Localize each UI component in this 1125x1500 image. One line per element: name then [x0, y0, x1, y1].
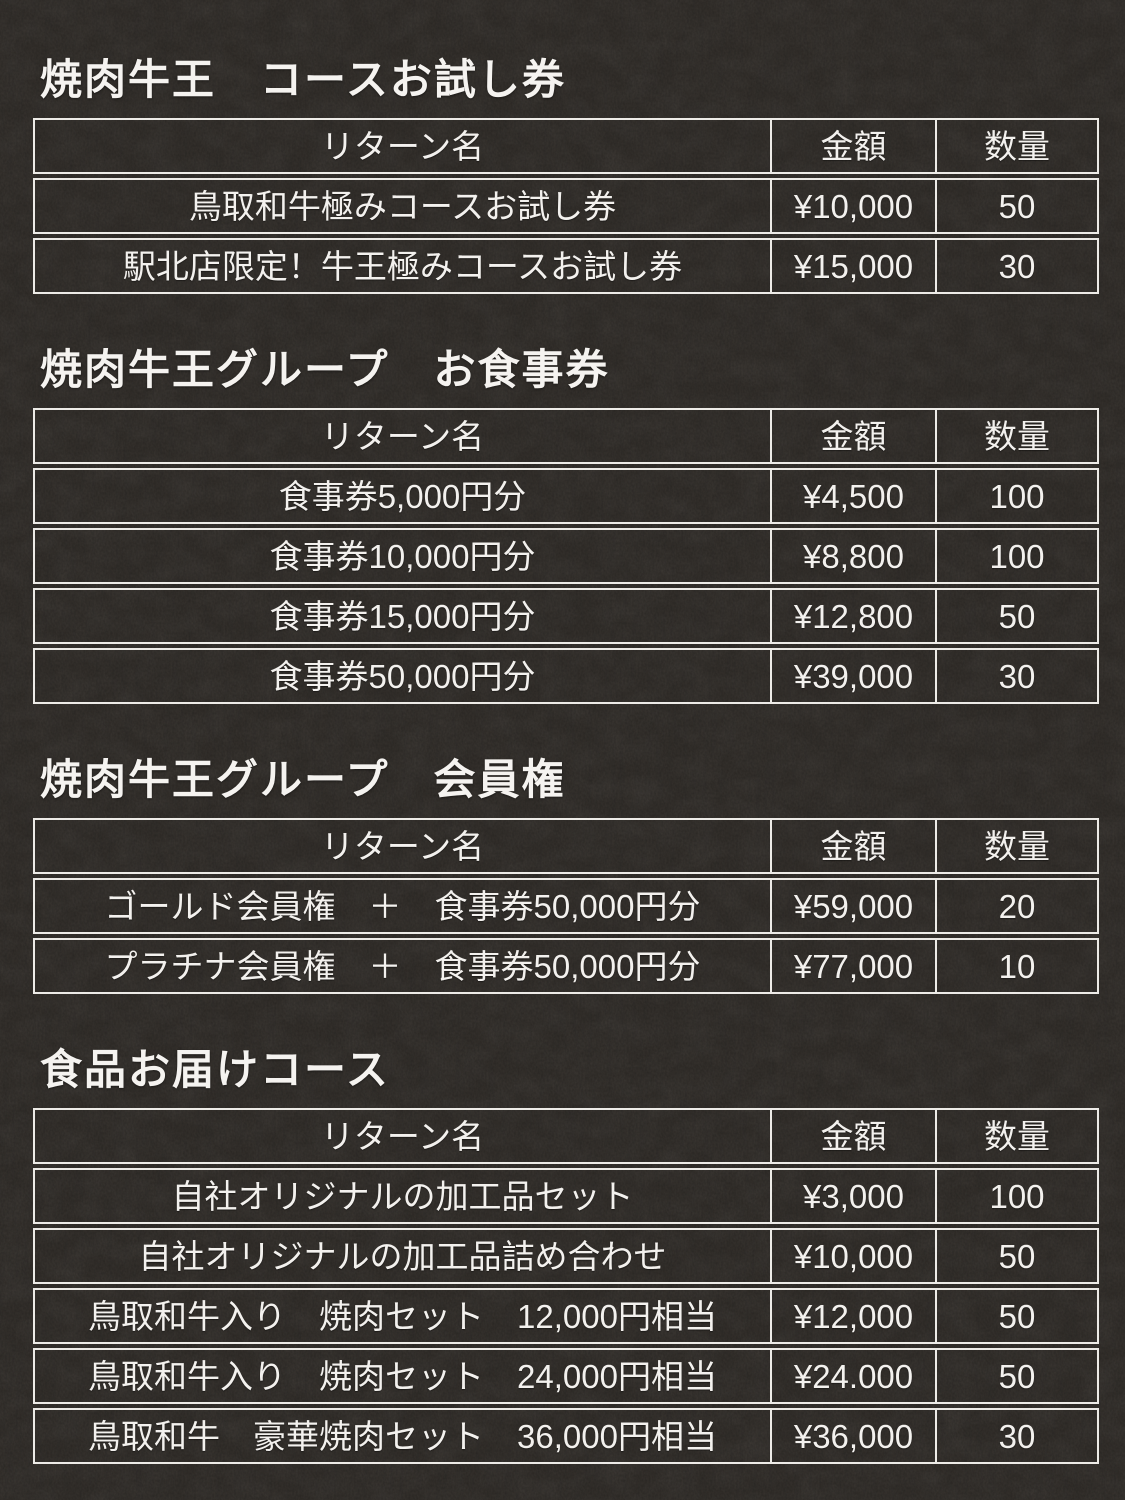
table-header-row: リターン名 金額 数量	[33, 408, 1099, 464]
price-cell: ¥12,000	[770, 1290, 935, 1342]
col-header-return-name: リターン名	[320, 417, 485, 455]
table-row: 鳥取和牛 豪華焼肉セット 36,000円相当 ¥36,000 30	[33, 1408, 1099, 1464]
col-header-quantity: 数量	[935, 1110, 1097, 1162]
quantity-cell: 100	[935, 470, 1097, 522]
table-row: 食事券10,000円分 ¥8,800 100	[33, 528, 1099, 584]
quantity-cell: 30	[935, 240, 1097, 292]
section-memberships: 焼肉牛王グループ 会員権 リターン名 金額 数量 ゴールド会員権 ＋ 食事券50…	[33, 756, 1099, 994]
table-row: 食事券5,000円分 ¥4,500 100	[33, 468, 1099, 524]
table-header-row: リターン名 金額 数量	[33, 818, 1099, 874]
return-name-cell: 自社オリジナルの加工品詰め合わせ	[138, 1237, 667, 1275]
quantity-cell: 50	[935, 1230, 1097, 1282]
table-row: 食事券15,000円分 ¥12,800 50	[33, 588, 1099, 644]
table-row: プラチナ会員権 ＋ 食事券50,000円分 ¥77,000 10	[33, 938, 1099, 994]
returns-table: リターン名 金額 数量 ゴールド会員権 ＋ 食事券50,000円分 ¥59,00…	[33, 818, 1099, 994]
section-title: 食品お届けコース	[40, 1046, 390, 1093]
return-name-cell: 食事券50,000円分	[269, 657, 536, 695]
price-cell: ¥10,000	[770, 180, 935, 232]
section-meal-vouchers: 焼肉牛王グループ お食事券 リターン名 金額 数量 食事券5,000円分 ¥4,…	[33, 346, 1099, 704]
return-name-cell: プラチナ会員権 ＋ 食事券50,000円分	[104, 947, 701, 985]
quantity-cell: 100	[935, 530, 1097, 582]
quantity-cell: 100	[935, 1170, 1097, 1222]
return-name-cell: 鳥取和牛入り 焼肉セット 12,000円相当	[88, 1297, 717, 1335]
quantity-cell: 20	[935, 880, 1097, 932]
col-header-price: 金額	[770, 410, 935, 462]
col-header-price: 金額	[770, 120, 935, 172]
price-cell: ¥3,000	[770, 1170, 935, 1222]
col-header-quantity: 数量	[935, 120, 1097, 172]
table-row: 自社オリジナルの加工品セット ¥3,000 100	[33, 1168, 1099, 1224]
quantity-cell: 10	[935, 940, 1097, 992]
return-name-cell: 食事券10,000円分	[269, 537, 536, 575]
returns-table: リターン名 金額 数量 鳥取和牛極みコースお試し券 ¥10,000 50 駅北店…	[33, 118, 1099, 294]
quantity-cell: 50	[935, 1290, 1097, 1342]
col-header-quantity: 数量	[935, 820, 1097, 872]
col-header-quantity: 数量	[935, 410, 1097, 462]
table-row: ゴールド会員権 ＋ 食事券50,000円分 ¥59,000 20	[33, 878, 1099, 934]
return-name-cell: 鳥取和牛入り 焼肉セット 24,000円相当	[88, 1357, 717, 1395]
quantity-cell: 50	[935, 590, 1097, 642]
return-name-cell: ゴールド会員権 ＋ 食事券50,000円分	[104, 887, 701, 925]
col-header-return-name: リターン名	[320, 827, 485, 865]
return-name-cell: 鳥取和牛極みコースお試し券	[188, 187, 617, 225]
section-title: 焼肉牛王グループ お食事券	[40, 346, 610, 393]
price-cell: ¥39,000	[770, 650, 935, 702]
price-cell: ¥24.000	[770, 1350, 935, 1402]
section-title: 焼肉牛王グループ 会員権	[40, 756, 566, 803]
table-row: 食事券50,000円分 ¥39,000 30	[33, 648, 1099, 704]
return-name-cell: 駅北店限定！牛王極みコースお試し券	[122, 247, 683, 285]
table-row: 鳥取和牛極みコースお試し券 ¥10,000 50	[33, 178, 1099, 234]
return-name-cell: 鳥取和牛 豪華焼肉セット 36,000円相当	[88, 1417, 717, 1455]
returns-table: リターン名 金額 数量 自社オリジナルの加工品セット ¥3,000 100 自社…	[33, 1108, 1099, 1464]
quantity-cell: 30	[935, 1410, 1097, 1462]
col-header-return-name: リターン名	[320, 1117, 485, 1155]
table-row: 鳥取和牛入り 焼肉セット 24,000円相当 ¥24.000 50	[33, 1348, 1099, 1404]
price-cell: ¥4,500	[770, 470, 935, 522]
returns-table: リターン名 金額 数量 食事券5,000円分 ¥4,500 100 食事券10,…	[33, 408, 1099, 704]
price-cell: ¥15,000	[770, 240, 935, 292]
section-title: 焼肉牛王 コースお試し券	[40, 56, 566, 103]
return-name-cell: 自社オリジナルの加工品セット	[171, 1177, 634, 1215]
return-name-cell: 食事券15,000円分	[269, 597, 536, 635]
price-cell: ¥10,000	[770, 1230, 935, 1282]
table-row: 鳥取和牛入り 焼肉セット 12,000円相当 ¥12,000 50	[33, 1288, 1099, 1344]
return-name-cell: 食事券5,000円分	[278, 477, 527, 515]
quantity-cell: 30	[935, 650, 1097, 702]
price-cell: ¥59,000	[770, 880, 935, 932]
col-header-price: 金額	[770, 820, 935, 872]
quantity-cell: 50	[935, 1350, 1097, 1402]
price-cell: ¥36,000	[770, 1410, 935, 1462]
col-header-return-name: リターン名	[320, 127, 485, 165]
section-course-trial-tickets: 焼肉牛王 コースお試し券 リターン名 金額 数量 鳥取和牛極みコースお試し券 ¥…	[33, 56, 1099, 294]
table-header-row: リターン名 金額 数量	[33, 118, 1099, 174]
table-row: 駅北店限定！牛王極みコースお試し券 ¥15,000 30	[33, 238, 1099, 294]
table-row: 自社オリジナルの加工品詰め合わせ ¥10,000 50	[33, 1228, 1099, 1284]
col-header-price: 金額	[770, 1110, 935, 1162]
price-cell: ¥8,800	[770, 530, 935, 582]
price-cell: ¥77,000	[770, 940, 935, 992]
quantity-cell: 50	[935, 180, 1097, 232]
section-food-delivery: 食品お届けコース リターン名 金額 数量 自社オリジナルの加工品セット ¥3,0…	[33, 1046, 1099, 1464]
table-header-row: リターン名 金額 数量	[33, 1108, 1099, 1164]
price-cell: ¥12,800	[770, 590, 935, 642]
